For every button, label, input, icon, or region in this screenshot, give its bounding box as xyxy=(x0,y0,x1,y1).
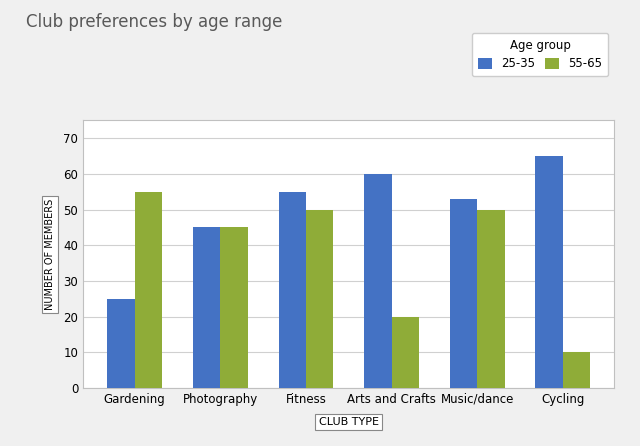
Bar xyxy=(392,317,419,388)
Bar xyxy=(193,227,220,388)
Bar xyxy=(364,174,392,388)
Bar xyxy=(450,199,477,388)
Bar xyxy=(108,299,135,388)
Bar xyxy=(563,352,590,388)
Y-axis label: NUMBER OF MEMBERS: NUMBER OF MEMBERS xyxy=(45,198,55,310)
X-axis label: CLUB TYPE: CLUB TYPE xyxy=(319,417,379,427)
Bar xyxy=(536,156,563,388)
Bar xyxy=(278,192,306,388)
Bar xyxy=(306,210,333,388)
Bar xyxy=(135,192,162,388)
Legend: 25-35, 55-65: 25-35, 55-65 xyxy=(472,33,609,76)
Bar xyxy=(477,210,504,388)
Text: Club preferences by age range: Club preferences by age range xyxy=(26,13,282,31)
Bar xyxy=(220,227,248,388)
